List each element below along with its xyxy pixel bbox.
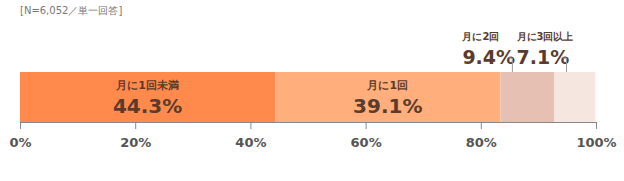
segment-name: 月に1回未満	[115, 79, 179, 92]
tick: 80%	[466, 122, 497, 150]
data-label: 39.1%	[353, 94, 422, 118]
tick: 0%	[9, 122, 31, 150]
tick-label: 100%	[576, 135, 616, 150]
tick: 40%	[235, 122, 266, 150]
tick-label: 40%	[235, 135, 266, 150]
tick: 20%	[120, 122, 151, 150]
tick-label: 60%	[351, 135, 382, 150]
tick: 60%	[351, 122, 382, 150]
x-axis: 0% 20% 40% 60% 80% 100%	[9, 122, 616, 150]
bar-segment	[275, 72, 500, 122]
tick-mark	[135, 122, 136, 129]
segment-name: 月に3回以上	[516, 31, 574, 42]
bar-segment	[555, 72, 596, 122]
leader-line	[508, 58, 512, 72]
segment-name: 月に2回	[461, 31, 499, 42]
tick-label: 0%	[9, 135, 31, 150]
bar-segment	[20, 72, 275, 122]
subtitle: [N=6,052／単一回答]	[20, 5, 122, 16]
tick-mark	[596, 122, 597, 129]
leader-line	[563, 58, 567, 72]
data-labels: 月に1回未満 44.3% 月に1回 39.1% 月に2回 9.4%月に3回以上 7.1%	[113, 31, 574, 118]
chart-container: [N=6,052／単一回答] 月に1回未満 44.3% 月に1回 39.1% 月に2回 9.…	[0, 0, 624, 181]
tick: 100%	[576, 122, 616, 150]
data-label: 9.4%	[462, 46, 515, 68]
tick-label: 80%	[466, 135, 497, 150]
tick-mark	[20, 122, 21, 129]
tick-label: 20%	[120, 135, 151, 150]
tick-mark	[250, 122, 251, 129]
chart-svg: [N=6,052／単一回答] 月に1回未満 44.3% 月に1回 39.1% 月に2回 9.…	[0, 0, 624, 181]
bars	[20, 72, 595, 122]
tick-mark	[481, 122, 482, 129]
bar-segment	[500, 72, 554, 122]
tick-mark	[366, 122, 367, 129]
data-label: 7.1%	[517, 46, 570, 68]
axis-line	[21, 122, 597, 123]
data-label: 44.3%	[113, 94, 182, 118]
segment-name: 月に1回	[366, 79, 408, 92]
